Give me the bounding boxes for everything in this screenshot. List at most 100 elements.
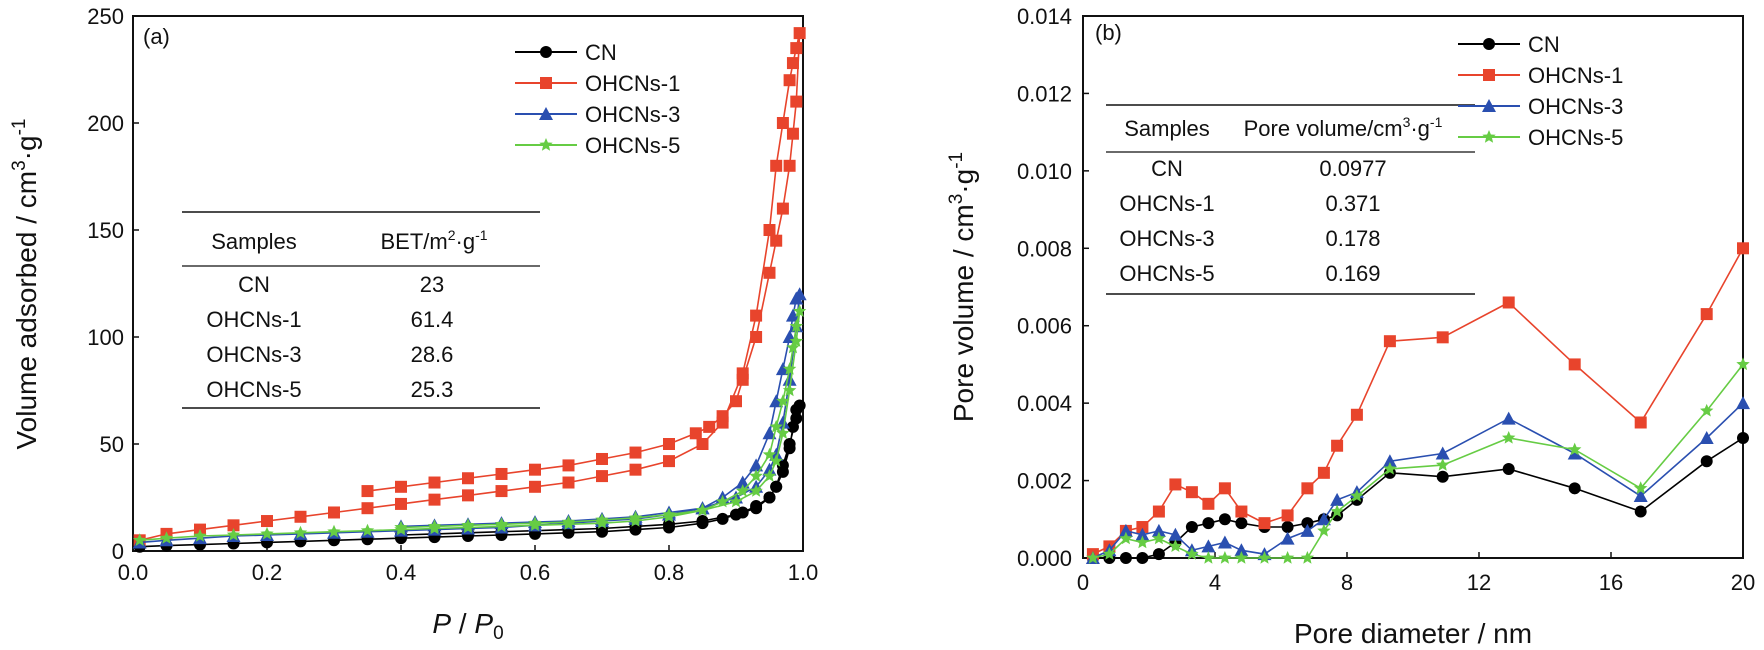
data-point [1201,551,1216,564]
data-point [776,394,790,407]
data-point [790,412,803,425]
data-point [361,502,374,515]
data-point [1634,481,1648,494]
legend-label: OHCNs-1 [585,71,680,96]
plot-frame-a [132,15,804,552]
series-ohcns-1 [133,27,806,547]
legend-marker [539,138,553,151]
x-tick-label: 0.6 [520,560,551,585]
data-point [763,491,776,504]
x-axis-label-b: Pore diameter / nm [1294,618,1532,649]
data-point [696,515,709,528]
y-tick-label: 0.000 [1017,546,1072,571]
legend-item: OHCNs-1 [1458,63,1623,88]
data-point [596,470,608,483]
data-point [716,512,729,525]
data-point [1169,478,1182,491]
legend-item: CN [1458,32,1560,57]
data-point [663,455,675,468]
data-point [461,518,475,531]
data-point [776,426,790,439]
data-point [1502,462,1515,475]
data-point [1152,505,1165,518]
data-point [1217,535,1232,549]
data-point [729,494,743,508]
data-point [776,459,789,472]
data-point [1201,539,1216,553]
table-cell: 23 [420,272,444,297]
data-point [159,531,174,544]
data-point [133,533,147,546]
data-point [1350,408,1363,421]
data-point [776,117,789,129]
data-point [790,95,803,108]
data-point [1135,527,1150,541]
data-point [1218,513,1231,526]
data-point [529,480,541,493]
x-tick-label: 0.4 [386,560,417,585]
panel-label-a: (a) [143,24,170,49]
data-point [762,469,777,482]
data-point [1136,552,1149,564]
table-cell: 0.169 [1325,261,1380,286]
data-point [1383,335,1396,348]
data-point [749,458,764,472]
data-point [783,438,796,450]
data-point [226,528,241,541]
data-point [462,489,474,502]
data-point [596,452,608,465]
data-point [1135,535,1150,549]
data-point [1737,242,1749,255]
table-cell: OHCNs-3 [206,342,301,367]
bet-table: Samples BET/m2·g-1 CN 23 OHCNs-1 61.4 OH… [182,211,540,409]
data-point [1300,523,1315,537]
plot-frame-b [1082,15,1744,559]
data-point [736,484,750,497]
table-header-samples: Samples [1124,116,1210,141]
data-point [736,373,749,386]
data-point [462,472,474,485]
data-point [1382,454,1397,468]
data-point [793,27,806,40]
y-tick-label: 200 [87,111,124,136]
data-point [1281,521,1294,534]
x-tick-label: 12 [1467,570,1491,595]
x-tick-label: 20 [1731,570,1755,595]
series-ohcns-3 [1085,396,1750,564]
data-point [1300,551,1315,564]
data-point [696,438,709,450]
data-point [663,438,675,450]
data-point [360,523,375,537]
x-tick-label: 8 [1341,570,1353,595]
data-point [629,446,642,459]
legend-marker [540,46,552,58]
data-point [1119,552,1132,564]
data-point [1280,531,1295,545]
data-point [395,497,407,510]
data-point [793,399,806,412]
data-point [703,420,716,433]
data-point [1234,551,1249,564]
data-point [1435,446,1450,460]
data-point [327,524,341,538]
table-cell: CN [1151,156,1183,181]
x-tick-label: 0.0 [118,560,149,585]
series-ohcns-5 [133,304,807,546]
x-tick-label: 0 [1077,570,1089,595]
data-point [1634,416,1647,429]
table-cell: 28.6 [411,342,454,367]
data-point [1185,486,1198,499]
data-point [1330,504,1344,518]
data-point [293,525,308,539]
data-point [561,515,576,528]
data-point [1202,517,1215,530]
data-point [428,476,441,489]
data-point [1151,523,1166,537]
data-point [1218,551,1232,564]
data-point [1436,458,1450,471]
data-point [1118,523,1133,537]
data-point [1568,482,1581,495]
data-point [730,508,742,521]
table-cell: 61.4 [411,307,454,332]
data-point [1436,331,1449,344]
